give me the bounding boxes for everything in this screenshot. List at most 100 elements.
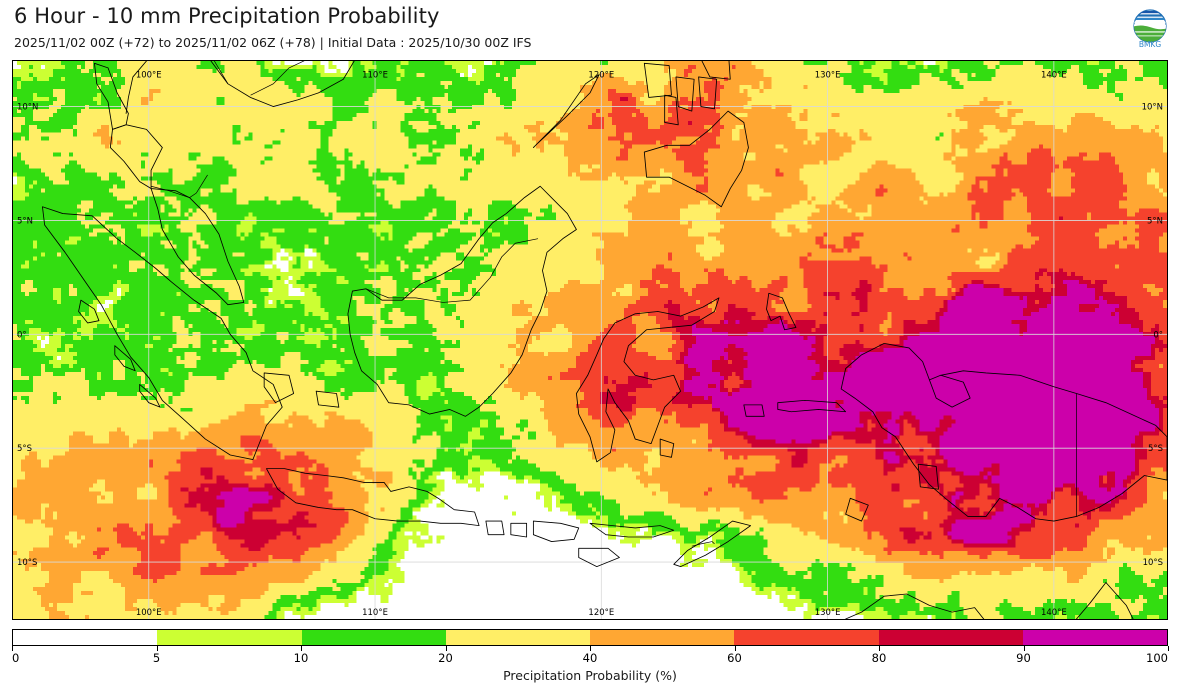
country-border-layer [150,61,1077,547]
latitude-label: 5°S [1148,443,1163,453]
precip-contour-band [216,280,1160,544]
coastline [139,384,161,408]
longitude-label: 110°E [362,607,388,617]
colorbar[interactable] [12,629,1168,647]
coastline [109,124,163,189]
latitude-label: 5°N [1147,215,1163,225]
colorbar-title: Precipitation Probability (%) [503,668,677,683]
coastline [643,62,672,98]
map-canvas[interactable]: 100°E 100°E 110°E 110°E 120°E 120°E 130°E 130°E… [12,60,1168,620]
latitude-label: 10°N [17,102,38,112]
coastline [659,438,675,458]
longitude-label: 120°E [588,607,614,617]
colorbar-band-60-80 [734,630,879,645]
latitude-label: 5°S [17,443,32,453]
country-border [150,185,197,198]
coastline [210,61,355,107]
colorbar-tick-label: 40 [582,651,598,665]
coastline [42,206,283,460]
colorbar-tick-mark [1168,646,1169,651]
colorbar-band-0-5 [13,630,158,645]
colorbar-band-80-90 [878,630,1023,645]
latitude-label: 10°S [17,557,37,567]
coastline [664,94,679,126]
longitude-label: 140°E [1041,607,1067,617]
coastline [673,520,752,568]
longitude-label: 100°E [136,607,162,617]
graticule-layer [13,61,1167,619]
coastline [1076,582,1134,619]
colorbar-tick-label: 20 [438,651,453,665]
colorbar-tick-mark [734,646,736,651]
colorbar-tick-mark [156,646,158,651]
coastline [532,74,600,149]
longitude-label: 130°E [815,607,841,617]
coastline [589,522,675,538]
coastline [266,468,480,527]
colorbar-band-10-20 [301,630,446,645]
latitude-label: 5°N [17,215,33,225]
colorbar-tick-mark [12,646,13,651]
coastline [78,299,100,324]
page-subtitle: 2025/11/02 00Z (+72) to 2025/11/02 06Z (… [14,35,532,50]
coastline [777,399,847,413]
coastline [698,76,718,110]
map-svg: 100°E 100°E 110°E 110°E 120°E 120°E 130°E 130°E… [13,61,1167,619]
colorbar-tick-label: 60 [727,651,742,665]
coastline [766,292,797,331]
coastline [578,547,620,568]
colorbar-tick-label: 80 [871,651,887,665]
colorbar-bands [12,629,1168,646]
country-border [195,174,208,194]
coastline [150,188,245,306]
coastline [485,520,505,536]
coastline [510,522,528,538]
coastline [675,76,695,112]
country-border [365,238,539,303]
colorbar-tick-label: 100 [1146,651,1168,665]
colorbar-band-5-10 [157,630,302,645]
coastline [532,520,580,543]
bmkg-logo-icon: BMKG [1128,6,1172,50]
longitude-label: 120°E [588,69,614,79]
latitude-label: 10°S [1143,557,1163,567]
coastline [347,185,577,417]
latitude-label: 10°N [1142,102,1163,112]
longitude-label: 100°E [136,69,162,79]
coastline [114,345,136,372]
country-border [213,61,305,96]
coastline [928,374,971,408]
coastline [263,372,295,404]
latitude-label: 0° [1153,329,1163,339]
coastline [94,62,129,130]
colorbar-tick-mark [301,646,302,651]
colorbar-ticks: 0 5 10 20 40 60 80 90 100 [12,646,1169,666]
coastline [917,463,939,490]
longitude-label: 140°E [1041,69,1067,79]
colorbar-tick-label: 10 [293,651,309,665]
colorbar-tick-label: 5 [152,651,161,665]
coastline [125,61,147,114]
header: 6 Hour - 10 mm Precipitation Probability… [0,0,1180,56]
longitude-label: 110°E [362,69,388,79]
page-title: 6 Hour - 10 mm Precipitation Probability [14,4,440,28]
colorbar-tick-label: 0 [12,651,20,665]
grid-label-layer: 100°E 100°E 110°E 110°E 120°E 120°E 130°E 130°E… [17,69,1163,617]
coastline [643,110,749,208]
latitude-label: 0° [17,329,27,339]
colorbar-band-20-40 [445,630,590,645]
longitude-label: 130°E [815,69,841,79]
coastline [575,297,720,463]
coastline [845,497,869,522]
coastline [743,404,765,417]
precip-contour-band [180,96,1167,552]
precip-contour-band [92,64,1167,584]
colorbar-tick-label: 90 [1016,651,1031,665]
colorbar-tick-mark [445,646,447,651]
colorbar-tick-mark [1023,646,1025,651]
logo-text: BMKG [1139,40,1162,49]
precip-contour-band [13,61,1167,619]
colorbar-tick-mark [590,646,591,651]
colorbar-band-90-100 [1022,630,1167,645]
